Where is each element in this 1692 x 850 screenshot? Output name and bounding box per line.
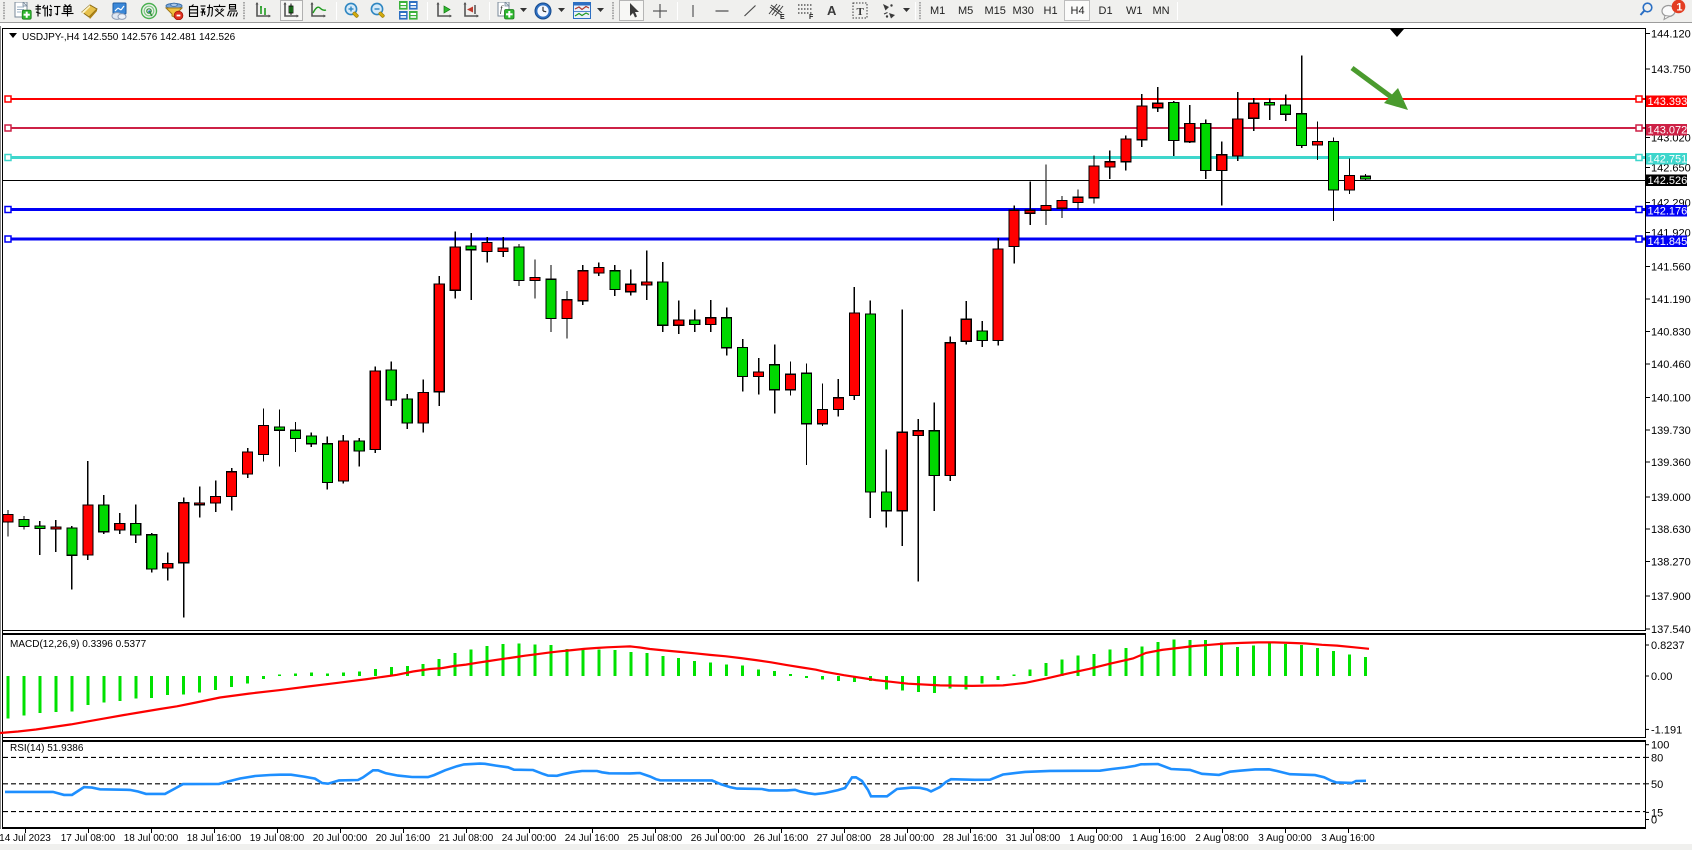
svg-text:E: E: [780, 14, 785, 20]
svg-text:14 Jul 2023: 14 Jul 2023: [0, 833, 51, 844]
svg-text:1 Aug 16:00: 1 Aug 16:00: [1132, 833, 1186, 844]
svg-text:143.072: 143.072: [1648, 125, 1688, 137]
svg-text:RSI(14) 51.9386: RSI(14) 51.9386: [10, 743, 84, 754]
svg-text:137.540: 137.540: [1651, 624, 1691, 636]
svg-text:0.8237: 0.8237: [1651, 640, 1685, 652]
svg-text:26 Jul 16:00: 26 Jul 16:00: [754, 833, 809, 844]
svg-text:100: 100: [1651, 740, 1669, 752]
svg-text:139.360: 139.360: [1651, 457, 1691, 469]
svg-text:3 Aug 16:00: 3 Aug 16:00: [1321, 833, 1375, 844]
svg-text:140.460: 140.460: [1651, 359, 1691, 371]
svg-text:137.900: 137.900: [1651, 591, 1691, 603]
svg-text:141.560: 141.560: [1651, 262, 1691, 274]
svg-text:143.393: 143.393: [1648, 96, 1688, 108]
svg-text:140.830: 140.830: [1651, 327, 1691, 339]
svg-text:143.750: 143.750: [1651, 64, 1691, 76]
svg-text:140.100: 140.100: [1651, 393, 1691, 405]
svg-text:MACD(12,26,9) 0.3396 0.5377: MACD(12,26,9) 0.3396 0.5377: [10, 639, 147, 650]
svg-text:50: 50: [1651, 779, 1663, 791]
svg-text:0.00: 0.00: [1651, 671, 1672, 683]
svg-text:1 Aug 00:00: 1 Aug 00:00: [1069, 833, 1123, 844]
svg-text:24 Jul 16:00: 24 Jul 16:00: [565, 833, 620, 844]
svg-text:18 Jul 16:00: 18 Jul 16:00: [187, 833, 242, 844]
svg-text:24 Jul 00:00: 24 Jul 00:00: [502, 833, 557, 844]
svg-text:141.190: 141.190: [1651, 294, 1691, 306]
svg-text:142.751: 142.751: [1648, 154, 1688, 166]
svg-text:142.650: 142.650: [1651, 163, 1691, 175]
svg-text:0: 0: [1651, 815, 1657, 827]
svg-text:138.270: 138.270: [1651, 557, 1691, 569]
svg-text:18 Jul 00:00: 18 Jul 00:00: [124, 833, 179, 844]
svg-text:142.176: 142.176: [1648, 206, 1688, 218]
svg-text:27 Jul 08:00: 27 Jul 08:00: [817, 833, 872, 844]
svg-text:T: T: [857, 6, 865, 18]
svg-text:15: 15: [1651, 807, 1663, 819]
svg-text:144.120: 144.120: [1651, 29, 1691, 41]
svg-text:139.730: 139.730: [1651, 425, 1691, 437]
svg-text:-1.191: -1.191: [1651, 724, 1682, 736]
svg-text:19 Jul 08:00: 19 Jul 08:00: [250, 833, 305, 844]
svg-text:1: 1: [1676, 2, 1682, 14]
svg-text:26 Jul 00:00: 26 Jul 00:00: [691, 833, 746, 844]
svg-text:25 Jul 08:00: 25 Jul 08:00: [628, 833, 683, 844]
svg-text:20 Jul 00:00: 20 Jul 00:00: [313, 833, 368, 844]
svg-text:28 Jul 00:00: 28 Jul 00:00: [880, 833, 935, 844]
svg-text:F: F: [809, 14, 814, 20]
svg-text:138.630: 138.630: [1651, 524, 1691, 536]
svg-text:142.526: 142.526: [1648, 175, 1688, 187]
svg-text:17 Jul 08:00: 17 Jul 08:00: [61, 833, 116, 844]
svg-text:20 Jul 16:00: 20 Jul 16:00: [376, 833, 431, 844]
svg-text:141.845: 141.845: [1648, 236, 1688, 248]
svg-text:2 Aug 08:00: 2 Aug 08:00: [1195, 833, 1249, 844]
svg-text:80: 80: [1651, 752, 1663, 764]
svg-text:31 Jul 08:00: 31 Jul 08:00: [1006, 833, 1061, 844]
svg-text:f: f: [500, 4, 504, 14]
svg-text:3 Aug 00:00: 3 Aug 00:00: [1258, 833, 1312, 844]
svg-text:USDJPY-,H4 142.550 142.576 14: USDJPY-,H4 142.550 142.576 142.481 142.5…: [22, 32, 236, 43]
svg-text:28 Jul 16:00: 28 Jul 16:00: [943, 833, 998, 844]
svg-text:21 Jul 08:00: 21 Jul 08:00: [439, 833, 494, 844]
svg-text:139.000: 139.000: [1651, 492, 1691, 504]
